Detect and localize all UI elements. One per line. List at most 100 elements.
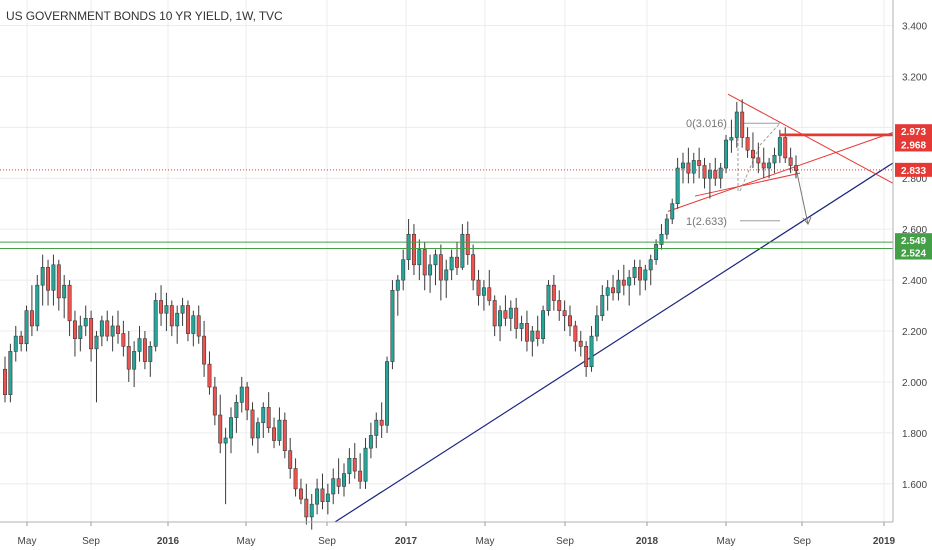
candle-body-down	[293, 468, 298, 490]
candle-body-up	[239, 386, 244, 403]
candle	[229, 407, 233, 454]
candle-body-up	[99, 320, 104, 337]
candle-body-down	[557, 300, 562, 311]
candle-body-up	[428, 264, 433, 276]
candle	[734, 101, 739, 148]
candle	[718, 162, 723, 189]
candle-body-up	[530, 330, 535, 342]
fib-dashed-2	[759, 122, 781, 146]
candle-body-down	[126, 346, 131, 370]
candle-body-down	[492, 300, 497, 327]
price-badge-bg	[895, 233, 932, 248]
candle	[132, 341, 137, 388]
candle	[126, 331, 131, 382]
candle-body-down	[750, 149, 755, 159]
candle	[191, 310, 196, 347]
candle	[352, 443, 357, 479]
candle	[385, 356, 390, 433]
candle	[212, 376, 217, 426]
candle-body-up	[137, 338, 142, 352]
candle	[707, 162, 712, 199]
candle-body-down	[72, 320, 77, 339]
candle-body-down	[46, 267, 51, 291]
candle-body-down	[584, 346, 589, 367]
candle-body-up	[777, 137, 782, 156]
price-badge-label: 2.524	[901, 249, 926, 260]
candle	[374, 412, 379, 449]
candle-body-up	[94, 335, 99, 350]
candle	[62, 275, 67, 319]
candle-body-down	[19, 335, 24, 345]
candle-body-down	[116, 325, 120, 334]
candle-body-up	[707, 170, 712, 179]
candle-body-down	[218, 414, 223, 444]
candle-body-up	[309, 503, 314, 518]
candle	[29, 285, 34, 337]
candle-body-down	[185, 305, 190, 334]
candle	[245, 381, 250, 421]
badge-layer: 2.973 2.968 2.833 2.549 2.524	[895, 124, 932, 260]
triangle-lower-line	[667, 131, 894, 212]
candle-body-down	[320, 488, 325, 502]
candle-body-down	[745, 137, 750, 151]
candle-body-down	[89, 317, 94, 350]
candle	[261, 402, 266, 438]
candle-body-down	[788, 157, 793, 166]
candle-body-down	[455, 256, 459, 268]
candle	[411, 224, 416, 276]
candle	[514, 297, 519, 339]
y-tick-label: 2.400	[902, 276, 927, 287]
candle	[180, 297, 185, 326]
candle	[266, 392, 271, 433]
candle	[13, 325, 18, 362]
candle-body-down	[514, 307, 519, 329]
candle	[756, 142, 761, 174]
candle	[293, 458, 298, 497]
candle	[379, 402, 384, 438]
candle	[3, 356, 7, 403]
candle-body-up	[600, 295, 605, 317]
candle	[438, 244, 443, 301]
candle	[272, 417, 277, 449]
candle-body-down	[3, 368, 7, 395]
candle	[627, 269, 632, 306]
candle-body-up	[368, 435, 373, 449]
candle	[67, 280, 72, 337]
candle	[207, 351, 212, 395]
candle-body-down	[196, 315, 201, 337]
candle-body-up	[616, 279, 621, 294]
candle	[578, 331, 583, 357]
candle	[761, 147, 766, 179]
candle-body-down	[524, 323, 529, 342]
candle-body-down	[568, 315, 572, 327]
triangle-upper-line	[727, 93, 894, 184]
candle-body-down	[298, 488, 303, 500]
candle	[83, 305, 88, 337]
candle	[562, 300, 567, 332]
y-tick-label: 1.800	[902, 429, 927, 440]
price-badge: 2.833	[895, 162, 932, 177]
candle-body-down	[713, 170, 718, 179]
price-badge-label: 2.833	[901, 166, 926, 177]
candle	[169, 300, 174, 337]
candle	[643, 264, 648, 291]
candle-body-up	[401, 259, 406, 281]
candle-body-up	[729, 137, 734, 141]
candle	[573, 320, 578, 352]
candle-body-up	[594, 315, 599, 337]
candle	[196, 305, 201, 344]
candle	[697, 147, 702, 179]
candle	[584, 341, 589, 377]
candle	[315, 478, 320, 515]
candle-body-down	[121, 333, 126, 347]
candle	[648, 254, 653, 286]
candle	[568, 305, 572, 337]
price-badge: 2.973	[895, 124, 932, 139]
candle-body-up	[385, 361, 390, 426]
candle	[611, 275, 616, 301]
candle	[99, 315, 104, 347]
candle-body-up	[277, 419, 282, 441]
candle-body-up	[772, 155, 777, 164]
candle	[546, 280, 551, 316]
y-tick-label: 3.400	[902, 21, 927, 32]
